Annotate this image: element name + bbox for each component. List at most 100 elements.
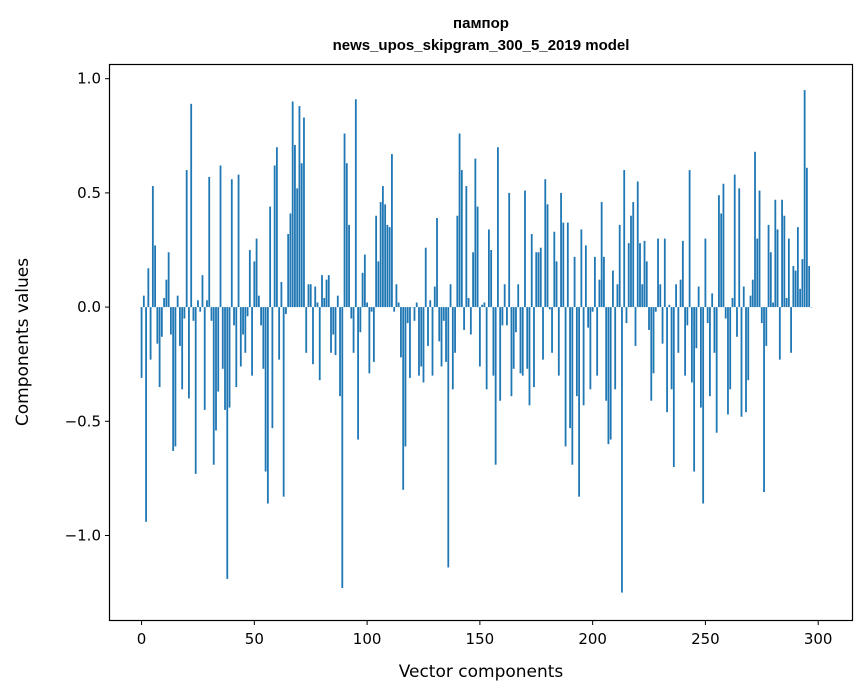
bar-272 <box>754 151 756 308</box>
bar-70 <box>298 106 301 308</box>
bar-52 <box>257 295 260 308</box>
bar-257 <box>720 213 723 308</box>
bar-8 <box>158 307 161 388</box>
bar-283 <box>778 307 781 360</box>
bar-255 <box>715 307 718 433</box>
bar-37 <box>224 307 226 410</box>
bar-133 <box>440 307 443 367</box>
bar-262 <box>731 297 734 308</box>
bar-198 <box>587 307 590 328</box>
bar-179 <box>544 179 547 308</box>
bar-258 <box>722 183 725 308</box>
bar-17 <box>179 307 181 346</box>
bar-138 <box>451 307 454 390</box>
x-tick-label: 200 <box>578 630 607 648</box>
bar-134 <box>442 307 445 321</box>
bar-116 <box>402 307 405 490</box>
bar-293 <box>801 259 804 308</box>
bar-101 <box>368 307 371 374</box>
bar-296 <box>808 265 811 308</box>
bar-146 <box>469 307 472 335</box>
bar-217 <box>630 215 632 308</box>
bar-154 <box>487 229 490 308</box>
bar-168 <box>519 307 522 374</box>
bar-224 <box>645 261 648 308</box>
bar-181 <box>548 307 551 310</box>
bar-108 <box>384 204 387 308</box>
bar-241 <box>684 307 686 376</box>
bar-87 <box>336 295 339 308</box>
bar-25 <box>197 300 199 308</box>
bar-207 <box>607 307 610 445</box>
bar-166 <box>515 307 517 333</box>
bar-197 <box>584 245 587 308</box>
bar-171 <box>526 307 529 369</box>
bar-186 <box>560 192 562 308</box>
bar-20 <box>185 170 188 308</box>
bar-6 <box>154 245 156 308</box>
bar-276 <box>763 307 765 493</box>
bar-242 <box>686 307 689 326</box>
bar-221 <box>639 243 641 308</box>
bar-195 <box>580 229 583 308</box>
bar-141 <box>458 133 461 308</box>
bar-73 <box>305 307 308 353</box>
bar-98 <box>361 272 364 308</box>
bar-173 <box>530 234 533 308</box>
bar-205 <box>603 256 605 308</box>
bar-187 <box>562 222 565 308</box>
bar-148 <box>474 158 477 308</box>
bar-126 <box>424 247 427 308</box>
bar-128 <box>429 300 432 308</box>
bar-69 <box>296 188 299 308</box>
bar-279 <box>769 252 772 308</box>
bar-145 <box>467 297 470 308</box>
chart-title-line2: news_upos_skipgram_300_5_2019 model <box>333 37 630 54</box>
bar-59 <box>273 165 276 308</box>
bar-9 <box>160 307 163 337</box>
bar-56 <box>266 307 269 504</box>
plot-frame <box>108 63 854 622</box>
bar-44 <box>239 307 242 367</box>
bar-102 <box>370 307 373 312</box>
bar-97 <box>359 307 362 333</box>
bar-284 <box>781 199 783 308</box>
bar-235 <box>670 307 673 390</box>
bar-225 <box>648 307 650 330</box>
bar-125 <box>422 307 425 383</box>
bar-127 <box>427 307 429 346</box>
bar-160 <box>501 307 504 326</box>
bar-282 <box>776 229 779 308</box>
bar-82 <box>325 279 328 308</box>
bar-170 <box>524 190 526 308</box>
bar-223 <box>643 240 646 308</box>
bar-246 <box>695 307 698 349</box>
bar-24 <box>194 307 197 474</box>
bar-18 <box>181 307 184 390</box>
bar-229 <box>657 238 659 308</box>
bar-287 <box>787 238 790 308</box>
bar-206 <box>605 307 608 401</box>
x-tick-label: 50 <box>245 630 264 648</box>
bar-137 <box>449 284 452 308</box>
x-tick-label: 0 <box>137 630 147 648</box>
bar-176 <box>537 252 540 308</box>
bar-111 <box>391 154 393 308</box>
bar-275 <box>760 307 763 324</box>
bar-192 <box>573 256 576 308</box>
bar-208 <box>609 307 612 440</box>
bar-0 <box>140 307 143 378</box>
bar-163 <box>508 192 511 308</box>
bar-228 <box>654 307 657 312</box>
bar-34 <box>217 307 220 392</box>
bar-290 <box>794 270 797 308</box>
bar-294 <box>803 90 806 308</box>
bar-96 <box>357 307 359 440</box>
bar-237 <box>675 284 677 308</box>
bar-267 <box>742 286 745 308</box>
bar-199 <box>589 307 592 390</box>
bar-23 <box>192 307 195 321</box>
x-tick-label: 150 <box>466 630 495 648</box>
bar-211 <box>616 284 619 308</box>
bar-194 <box>578 307 580 497</box>
